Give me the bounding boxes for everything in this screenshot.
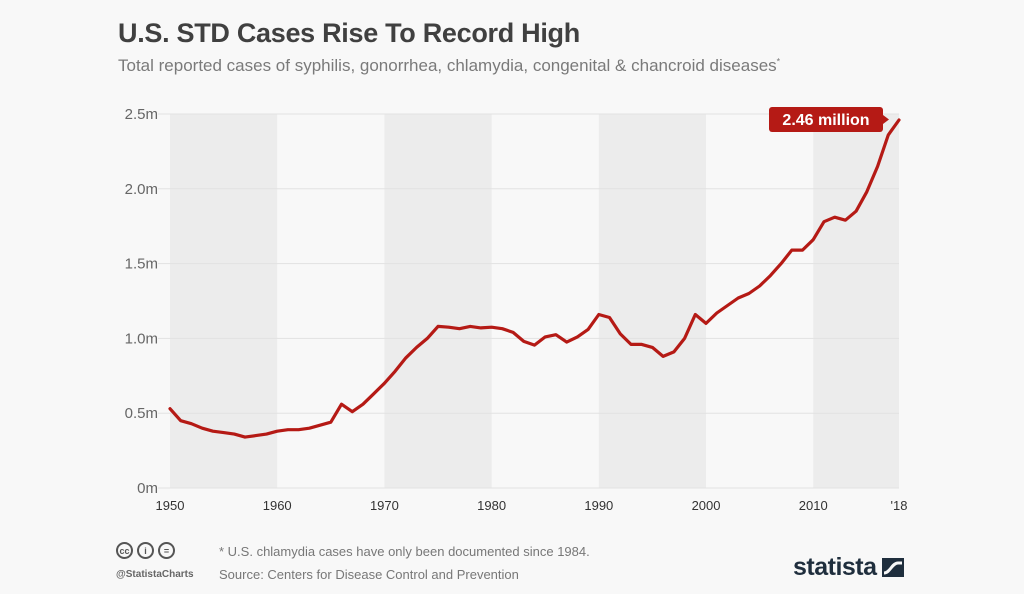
x-tick-label: 1960 (263, 498, 292, 513)
chart-subtitle: Total reported cases of syphilis, gonorr… (118, 56, 780, 76)
y-tick-label: 2.0m (125, 181, 158, 198)
license-icons: cc i = (116, 542, 175, 559)
twitter-handle[interactable]: @StatistaCharts (116, 569, 194, 580)
decade-band (598, 114, 707, 488)
attribution-icon: i (137, 542, 154, 559)
no-derivatives-icon: = (158, 542, 175, 559)
annotation-box (769, 107, 883, 132)
y-tick-label: 1.0m (125, 330, 158, 347)
x-tick-label: 1950 (156, 498, 185, 513)
decade-band (384, 114, 492, 488)
logo-mark-icon (881, 558, 904, 577)
y-tick-label: 1.5m (125, 256, 158, 273)
series-line (168, 118, 901, 439)
annotation-pointer (883, 115, 889, 124)
cc-icon: cc (116, 542, 133, 559)
y-tick-label: 0m (137, 480, 158, 497)
series-group (168, 118, 901, 439)
y-tick-label: 0.5m (125, 405, 158, 422)
x-tick-label: 2000 (692, 498, 721, 513)
y-tick-label: 2.5m (125, 106, 158, 123)
x-tick-label: 1980 (477, 498, 506, 513)
annotation-group: 2.46 million (769, 107, 889, 132)
x-tick-label: 1970 (370, 498, 399, 513)
x-tick-label: '18 (891, 498, 908, 513)
x-tick-label: 1990 (584, 498, 613, 513)
chart-title: U.S. STD Cases Rise To Record High (118, 18, 580, 48)
source-note: Source: Centers for Disease Control and … (219, 567, 519, 582)
decade-band (170, 114, 278, 488)
footnote: * U.S. chlamydia cases have only been do… (219, 544, 590, 559)
annotation-label: 2.46 million (782, 112, 869, 129)
y-axis-ticks: 0m 0.5m 1.0m 1.5m 2.0m 2.5m (125, 106, 158, 497)
subtitle-text: Total reported cases of syphilis, gonorr… (118, 56, 777, 75)
statista-logo[interactable]: statista (793, 553, 904, 582)
x-axis-ticks: 1950 1960 1970 1980 1990 2000 2010 '18 (156, 498, 908, 513)
subtitle-asterisk: * (776, 56, 781, 67)
x-tick-label: 2010 (799, 498, 828, 513)
logo-text: statista (793, 553, 877, 581)
decade-bands (170, 114, 899, 488)
decade-band (813, 114, 899, 488)
